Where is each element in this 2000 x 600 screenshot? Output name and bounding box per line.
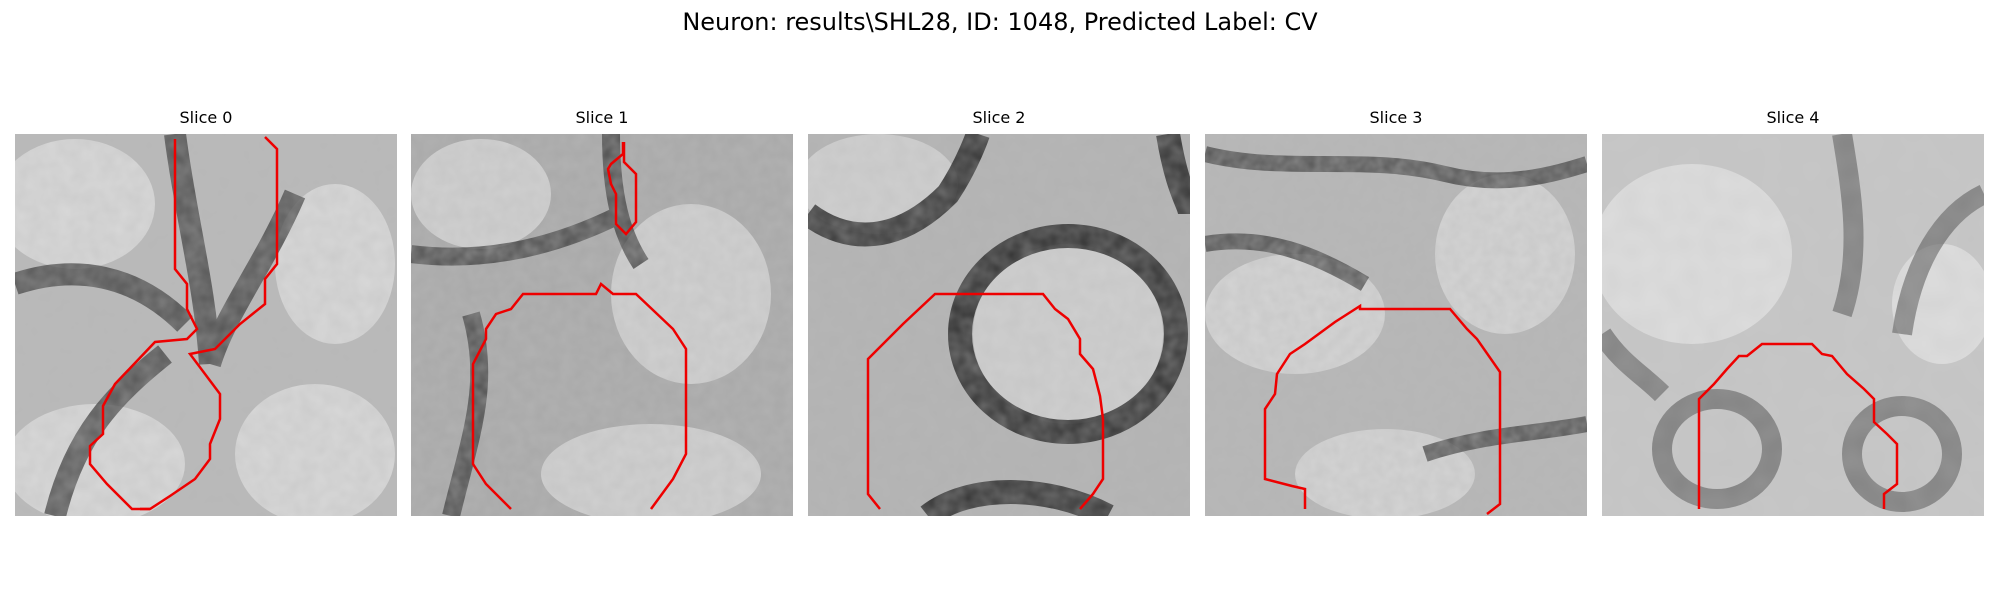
slice-image-1 — [411, 134, 793, 516]
slice-image-2 — [808, 134, 1190, 516]
slice-image-0 — [15, 134, 397, 516]
slice-title: Slice 1 — [575, 108, 629, 127]
slice-title: Slice 2 — [972, 108, 1026, 127]
slice-image-4 — [1602, 134, 1984, 516]
slice-panel-3: Slice 3 — [1205, 108, 1587, 516]
slice-panel-2: Slice 2 — [808, 108, 1190, 516]
contour-2 — [866, 292, 1105, 510]
slice-panel-0: Slice 0 — [15, 108, 397, 516]
contour-3 — [1263, 303, 1502, 515]
slice-panel-4: Slice 4 — [1602, 108, 1984, 516]
slice-panel-1: Slice 1 — [411, 108, 793, 516]
slice-image-3 — [1205, 134, 1587, 516]
contour-1 — [471, 282, 688, 510]
slice-title: Slice 3 — [1369, 108, 1423, 127]
slice-title: Slice 0 — [179, 108, 233, 127]
contour-4 — [1697, 342, 1899, 509]
contour-1-small — [606, 142, 638, 236]
slice-title: Slice 4 — [1766, 108, 1820, 127]
figure-title: Neuron: results\SHL28, ID: 1048, Predict… — [682, 8, 1318, 36]
